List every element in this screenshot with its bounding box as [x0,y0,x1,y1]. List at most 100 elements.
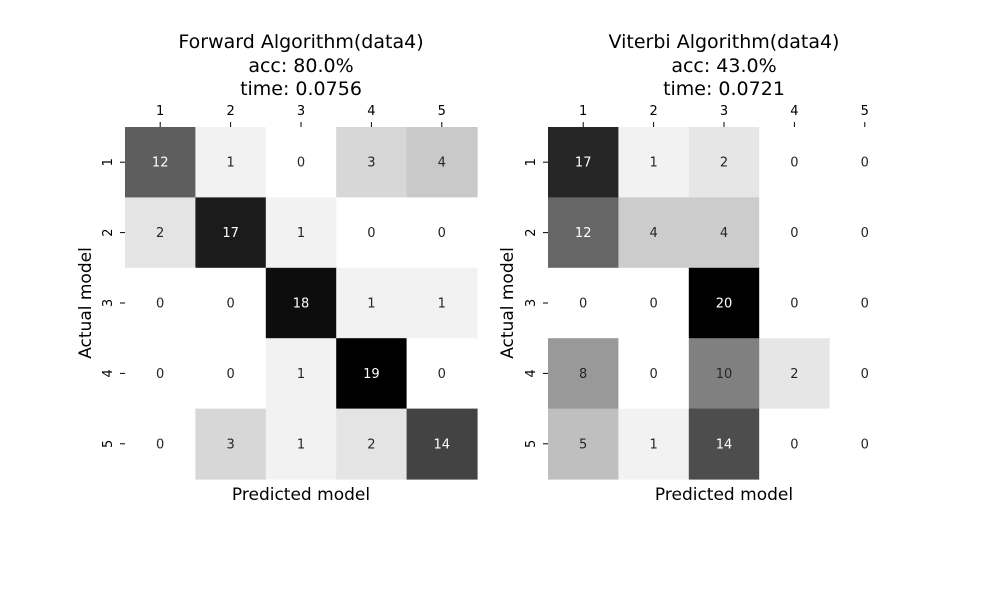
cell-value-label: 0 [156,297,164,312]
cell-value-label: 5 [579,437,587,452]
heatmap-cell [125,127,196,198]
y-tick-label: 3 [524,299,539,307]
heatmap-cell [688,408,760,480]
cell-value-label: 4 [649,226,657,241]
cell-value-label: 0 [861,226,869,241]
cell-value-label: 1 [297,226,305,241]
cell-value-label: 0 [790,437,798,452]
cell-value-label: 1 [649,437,657,452]
y-tick-label: 2 [524,228,539,236]
cell-value-label: 1 [297,367,305,382]
heatmap-cell [265,127,337,198]
heatmap-cell [265,408,337,480]
cell-value-label: 0 [861,437,869,452]
chart-title-line-1: Forward Algorithm(data4) [178,31,423,53]
cell-value-label: 0 [861,297,869,312]
heatmap-cell [759,408,831,480]
cell-value-label: 0 [649,297,657,312]
cell-value-label: 0 [226,297,234,312]
cell-value-label: 1 [297,437,305,452]
x-tick-label: 5 [861,104,869,119]
heatmap-cell [406,197,478,269]
cell-value-label: 4 [720,226,728,241]
heatmap-cell [336,267,408,339]
heatmap-cell [618,338,690,410]
heatmap-cell [125,197,196,269]
cell-value-label: 12 [152,156,169,171]
heatmap-cell [548,408,619,480]
cell-value-label: 1 [649,156,657,171]
y-tick-label: 3 [101,299,116,307]
cell-value-label: 0 [790,156,798,171]
heatmap-cell [195,408,267,480]
cell-value-label: 3 [367,156,375,171]
heatmap-cell [125,267,196,339]
heatmap-cell [688,267,760,339]
heatmap-cell [265,338,337,410]
cell-value-label: 3 [226,437,234,452]
heatmap-cell [406,338,478,410]
cell-value-label: 0 [649,367,657,382]
heatmap-cell [265,267,337,339]
heatmap-cell [829,267,901,339]
heatmap-cell [759,197,831,269]
x-axis-label: Predicted model [232,485,370,505]
heatmap-cell [195,267,267,339]
x-tick-label: 3 [297,104,305,119]
heatmap-cell [759,338,831,410]
x-tick-label: 2 [649,104,657,119]
heatmap-cell [829,127,901,198]
cell-value-label: 14 [716,437,733,452]
heatmap-cell [618,408,690,480]
heatmap-cell [829,408,901,480]
cell-value-label: 0 [790,297,798,312]
y-tick-label: 1 [101,158,116,166]
cell-value-label: 14 [434,437,451,452]
heatmap-cell [688,338,760,410]
heatmap-cell [618,197,690,269]
heatmap-cell [336,197,408,269]
heatmap-cell [548,197,619,269]
heatmap-cell [548,127,619,198]
cell-value-label: 0 [438,226,446,241]
heatmap-cell [336,338,408,410]
cell-value-label: 0 [861,367,869,382]
heatmap-cell [618,127,690,198]
heatmap-cell [829,338,901,410]
cell-value-label: 2 [790,367,798,382]
x-tick-label: 4 [790,104,798,119]
viterbi-heatmap-panel: Viterbi Algorithm(data4) acc: 43.0% time… [498,31,901,505]
y-axis-label: Actual model [76,247,96,359]
x-tick-label: 5 [438,104,446,119]
cell-value-label: 0 [226,367,234,382]
cell-value-label: 1 [438,297,446,312]
y-tick-label: 5 [524,440,539,448]
x-tick-label: 1 [579,104,587,119]
cell-value-label: 0 [297,156,305,171]
chart-title-line-3: time: 0.0756 [240,78,362,100]
cell-value-label: 0 [367,226,375,241]
heatmap-cell [406,408,478,480]
cell-value-label: 20 [716,297,733,312]
heatmap-cell [688,197,760,269]
chart-title-line-1: Viterbi Algorithm(data4) [609,31,840,53]
heatmap-cell [195,127,267,198]
x-axis-label: Predicted model [655,485,793,505]
y-tick-label: 2 [101,228,116,236]
cell-value-label: 19 [363,367,380,382]
heatmap-cell [688,127,760,198]
heatmap-cell [336,408,408,480]
cell-value-label: 17 [575,156,592,171]
x-tick-label: 2 [226,104,234,119]
cell-value-label: 8 [579,367,587,382]
y-tick-label: 4 [524,369,539,377]
x-tick-label: 4 [367,104,375,119]
heatmap-cell [336,127,408,198]
heatmap-cell [759,267,831,339]
cell-value-label: 0 [861,156,869,171]
heatmap-cell [265,197,337,269]
heatmap-cell [195,338,267,410]
x-tick-label: 3 [720,104,728,119]
cell-value-label: 17 [222,226,239,241]
heatmap-cell [125,408,196,480]
